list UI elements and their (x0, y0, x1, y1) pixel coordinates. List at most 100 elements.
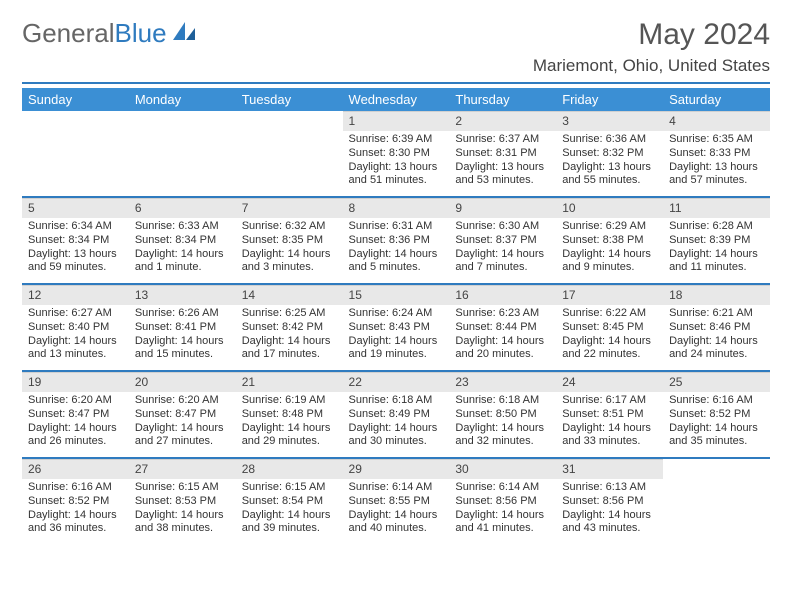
day-detail-line: Sunrise: 6:20 AM (28, 394, 123, 408)
day-number: 11 (663, 198, 770, 218)
day-detail-line: Sunset: 8:56 PM (562, 495, 657, 509)
day-detail-line: Daylight: 14 hours and 24 minutes. (669, 335, 764, 363)
day-number: 28 (236, 459, 343, 479)
logo-text-2: Blue (115, 18, 167, 49)
calendar-day: 26Sunrise: 6:16 AMSunset: 8:52 PMDayligh… (22, 458, 129, 544)
day-details: Sunrise: 6:16 AMSunset: 8:52 PMDaylight:… (663, 392, 770, 457)
day-number: 29 (343, 459, 450, 479)
day-detail-line: Sunrise: 6:18 AM (455, 394, 550, 408)
day-detail-line: Sunset: 8:30 PM (349, 147, 444, 161)
day-detail-line: Sunset: 8:54 PM (242, 495, 337, 509)
day-detail-line: Sunset: 8:34 PM (135, 234, 230, 248)
day-detail-line: Sunset: 8:55 PM (349, 495, 444, 509)
day-detail-line: Sunset: 8:44 PM (455, 321, 550, 335)
day-details: Sunrise: 6:15 AMSunset: 8:54 PMDaylight:… (236, 479, 343, 544)
day-number: 30 (449, 459, 556, 479)
day-number: 5 (22, 198, 129, 218)
day-detail-line: Sunrise: 6:20 AM (135, 394, 230, 408)
day-details: Sunrise: 6:39 AMSunset: 8:30 PMDaylight:… (343, 131, 450, 196)
day-detail-line: Sunset: 8:36 PM (349, 234, 444, 248)
day-number: 3 (556, 111, 663, 131)
calendar-day: 11Sunrise: 6:28 AMSunset: 8:39 PMDayligh… (663, 197, 770, 283)
calendar-day: 27Sunrise: 6:15 AMSunset: 8:53 PMDayligh… (129, 458, 236, 544)
weekday-header: Saturday (663, 88, 770, 111)
day-details: Sunrise: 6:16 AMSunset: 8:52 PMDaylight:… (22, 479, 129, 544)
weekday-header: Tuesday (236, 88, 343, 111)
calendar-day: 13Sunrise: 6:26 AMSunset: 8:41 PMDayligh… (129, 284, 236, 370)
day-detail-line: Sunset: 8:53 PM (135, 495, 230, 509)
day-detail-line: Sunset: 8:52 PM (28, 495, 123, 509)
day-number: 12 (22, 285, 129, 305)
day-detail-line: Sunset: 8:39 PM (669, 234, 764, 248)
calendar-week: 1Sunrise: 6:39 AMSunset: 8:30 PMDaylight… (22, 111, 770, 196)
day-details: Sunrise: 6:30 AMSunset: 8:37 PMDaylight:… (449, 218, 556, 283)
day-details (129, 111, 236, 165)
day-detail-line: Daylight: 13 hours and 55 minutes. (562, 161, 657, 189)
calendar-week: 26Sunrise: 6:16 AMSunset: 8:52 PMDayligh… (22, 458, 770, 544)
day-detail-line: Sunrise: 6:30 AM (455, 220, 550, 234)
day-details: Sunrise: 6:18 AMSunset: 8:50 PMDaylight:… (449, 392, 556, 457)
day-number: 6 (129, 198, 236, 218)
day-detail-line: Daylight: 14 hours and 27 minutes. (135, 422, 230, 450)
day-detail-line: Sunset: 8:32 PM (562, 147, 657, 161)
calendar-day: 14Sunrise: 6:25 AMSunset: 8:42 PMDayligh… (236, 284, 343, 370)
calendar-day: 3Sunrise: 6:36 AMSunset: 8:32 PMDaylight… (556, 111, 663, 196)
day-detail-line: Daylight: 14 hours and 40 minutes. (349, 509, 444, 537)
calendar-day: 30Sunrise: 6:14 AMSunset: 8:56 PMDayligh… (449, 458, 556, 544)
day-detail-line: Sunrise: 6:18 AM (349, 394, 444, 408)
page-title: May 2024 (533, 18, 770, 52)
day-detail-line: Sunrise: 6:17 AM (562, 394, 657, 408)
calendar-day (129, 111, 236, 196)
weekday-header: Thursday (449, 88, 556, 111)
day-details: Sunrise: 6:20 AMSunset: 8:47 PMDaylight:… (22, 392, 129, 457)
day-detail-line: Sunset: 8:45 PM (562, 321, 657, 335)
day-detail-line: Sunrise: 6:23 AM (455, 307, 550, 321)
calendar-body: 1Sunrise: 6:39 AMSunset: 8:30 PMDaylight… (22, 111, 770, 544)
day-number: 7 (236, 198, 343, 218)
day-details: Sunrise: 6:13 AMSunset: 8:56 PMDaylight:… (556, 479, 663, 544)
calendar-day (22, 111, 129, 196)
day-detail-line: Sunset: 8:31 PM (455, 147, 550, 161)
day-detail-line: Sunrise: 6:21 AM (669, 307, 764, 321)
day-detail-line: Sunset: 8:34 PM (28, 234, 123, 248)
day-details: Sunrise: 6:19 AMSunset: 8:48 PMDaylight:… (236, 392, 343, 457)
calendar-week: 19Sunrise: 6:20 AMSunset: 8:47 PMDayligh… (22, 371, 770, 457)
day-detail-line: Daylight: 14 hours and 41 minutes. (455, 509, 550, 537)
weekday-header: Friday (556, 88, 663, 111)
day-detail-line: Daylight: 14 hours and 17 minutes. (242, 335, 337, 363)
day-number: 15 (343, 285, 450, 305)
day-details: Sunrise: 6:14 AMSunset: 8:56 PMDaylight:… (449, 479, 556, 544)
day-detail-line: Daylight: 14 hours and 39 minutes. (242, 509, 337, 537)
day-number: 23 (449, 372, 556, 392)
weekday-header: Wednesday (343, 88, 450, 111)
day-number: 26 (22, 459, 129, 479)
calendar-day: 31Sunrise: 6:13 AMSunset: 8:56 PMDayligh… (556, 458, 663, 544)
day-detail-line: Sunrise: 6:34 AM (28, 220, 123, 234)
weekday-header: Sunday (22, 88, 129, 111)
day-detail-line: Daylight: 14 hours and 26 minutes. (28, 422, 123, 450)
day-detail-line: Sunset: 8:51 PM (562, 408, 657, 422)
day-detail-line: Sunset: 8:56 PM (455, 495, 550, 509)
day-detail-line: Sunrise: 6:31 AM (349, 220, 444, 234)
day-detail-line: Daylight: 13 hours and 59 minutes. (28, 248, 123, 276)
calendar-day: 18Sunrise: 6:21 AMSunset: 8:46 PMDayligh… (663, 284, 770, 370)
day-detail-line: Sunrise: 6:14 AM (349, 481, 444, 495)
title-block: May 2024 Mariemont, Ohio, United States (533, 18, 770, 76)
day-details: Sunrise: 6:35 AMSunset: 8:33 PMDaylight:… (663, 131, 770, 196)
day-detail-line: Sunset: 8:48 PM (242, 408, 337, 422)
day-detail-line: Sunrise: 6:26 AM (135, 307, 230, 321)
day-details: Sunrise: 6:36 AMSunset: 8:32 PMDaylight:… (556, 131, 663, 196)
day-details (236, 111, 343, 165)
calendar-day: 8Sunrise: 6:31 AMSunset: 8:36 PMDaylight… (343, 197, 450, 283)
calendar-day: 12Sunrise: 6:27 AMSunset: 8:40 PMDayligh… (22, 284, 129, 370)
day-detail-line: Sunrise: 6:29 AM (562, 220, 657, 234)
calendar-day: 21Sunrise: 6:19 AMSunset: 8:48 PMDayligh… (236, 371, 343, 457)
day-number: 20 (129, 372, 236, 392)
day-number: 13 (129, 285, 236, 305)
calendar-day: 20Sunrise: 6:20 AMSunset: 8:47 PMDayligh… (129, 371, 236, 457)
day-detail-line: Sunrise: 6:27 AM (28, 307, 123, 321)
day-detail-line: Daylight: 14 hours and 33 minutes. (562, 422, 657, 450)
day-details: Sunrise: 6:29 AMSunset: 8:38 PMDaylight:… (556, 218, 663, 283)
calendar-day: 15Sunrise: 6:24 AMSunset: 8:43 PMDayligh… (343, 284, 450, 370)
day-detail-line: Sunset: 8:49 PM (349, 408, 444, 422)
